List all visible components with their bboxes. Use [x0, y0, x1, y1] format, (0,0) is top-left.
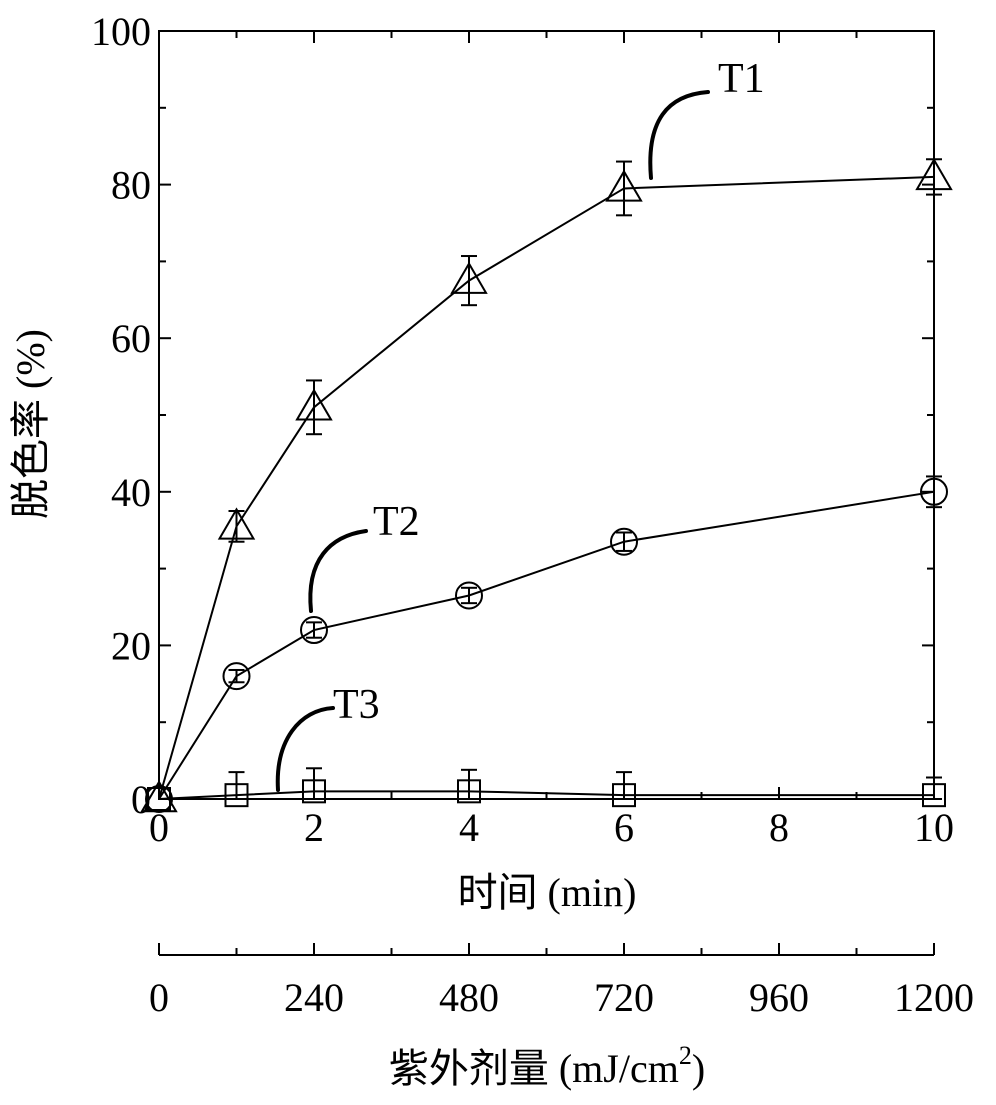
y-tick-label: 80: [111, 163, 151, 208]
x-tick-label: 8: [769, 805, 789, 850]
data-point-t3: [612, 783, 636, 808]
plot-frame: [158, 30, 935, 800]
data-point-t1: [295, 388, 333, 421]
x2-tick-label: 720: [594, 975, 654, 1020]
marks-layer: [140, 90, 953, 813]
data-point-t1: [450, 261, 488, 294]
x2-tick-label: 0: [149, 975, 169, 1020]
series-line-t2: [158, 490, 935, 800]
data-point-t2: [300, 616, 328, 645]
series-leader-t3: [275, 706, 335, 792]
x2-tick-label: 240: [284, 975, 344, 1020]
x2-tick-label: 1200: [894, 975, 974, 1020]
data-point-t2: [610, 527, 638, 556]
x2-axis-title-sup: 2: [679, 1041, 692, 1070]
data-point-t3: [224, 783, 249, 808]
data-point-t2: [455, 581, 483, 610]
data-point-t1: [915, 157, 953, 191]
data-point-t3: [147, 787, 171, 811]
x-tick-label: 10: [914, 805, 954, 850]
data-point-t2: [920, 477, 948, 506]
data-point-t3: [302, 779, 326, 804]
x2-axis-title: 紫外剂量 (mJ/cm2): [389, 1041, 705, 1091]
y-tick-label: 40: [111, 470, 151, 515]
x-tick-label: 6: [614, 805, 634, 850]
series-leader-t2: [308, 529, 368, 613]
data-point-t3: [457, 779, 481, 804]
x-axis-title: 时间 (min): [458, 870, 637, 915]
x-tick-label: 2: [304, 805, 324, 850]
y-tick-label: 100: [91, 9, 151, 54]
data-point-t1: [217, 507, 256, 540]
series-label-t3: T3: [333, 682, 380, 728]
y-axis-title: 脱色率 (%): [8, 329, 53, 519]
y-tick-label: 60: [111, 316, 151, 361]
series-line-t3: [158, 790, 934, 800]
y-tick-label: 20: [111, 623, 151, 668]
data-point-t2: [222, 662, 251, 691]
x2-tick-label: 960: [749, 975, 809, 1020]
series-line-t1: [158, 175, 935, 800]
series-leader-t1: [648, 90, 710, 180]
x-tick-label: 4: [459, 805, 479, 850]
x2-axis-title-text: 紫外剂量 (mJ/cm: [389, 1046, 679, 1091]
x2-tick-label: 480: [439, 975, 499, 1020]
x-tick-label: 0: [149, 805, 169, 850]
data-point-t3: [922, 783, 946, 808]
data-point-t1: [605, 169, 643, 202]
series-label-t2: T2: [373, 499, 420, 545]
axes-layer: [158, 30, 935, 956]
x2-axis-title-close: ): [692, 1046, 705, 1091]
series-label-t1: T1: [718, 56, 765, 102]
